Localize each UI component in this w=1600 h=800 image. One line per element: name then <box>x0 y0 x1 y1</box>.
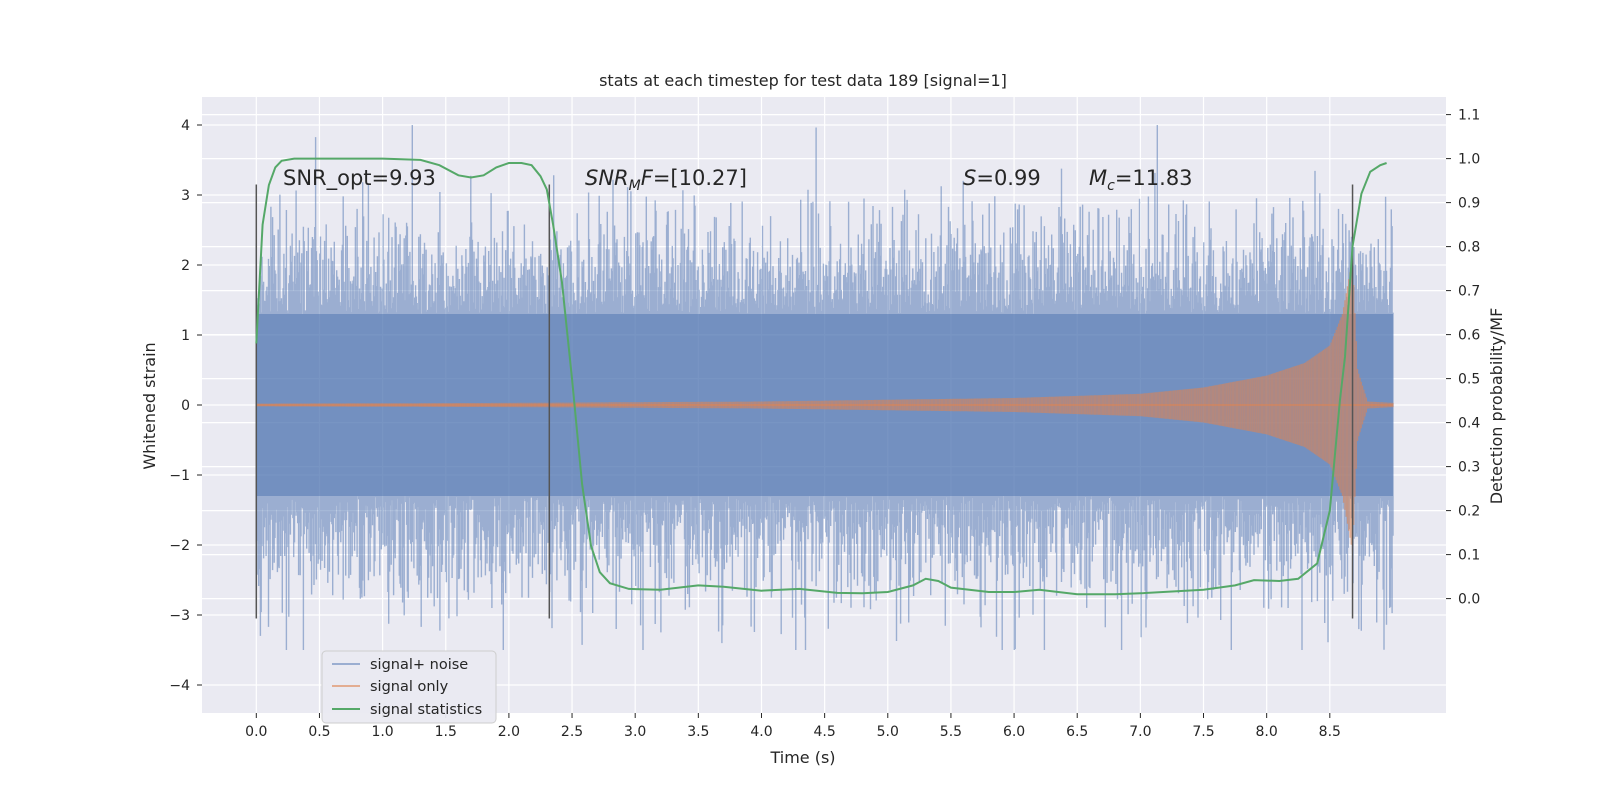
y-left-tick-label: 4 <box>181 118 190 134</box>
y-right-tick-label: 0.3 <box>1458 460 1480 476</box>
legend: signal+ noise signal only signal statist… <box>321 650 497 724</box>
y-left-tick-label: −4 <box>169 678 190 694</box>
x-tick-label: 7.5 <box>1192 724 1214 740</box>
y-right-tick-label: 0.8 <box>1458 240 1480 256</box>
x-tick-label: 6.0 <box>1003 724 1025 740</box>
y-left-tick-label: 2 <box>181 258 190 274</box>
y-right-tick-label: 0.6 <box>1458 328 1480 344</box>
y-right-tick-label: 0.1 <box>1458 548 1480 564</box>
legend-label-signal: signal only <box>370 679 449 695</box>
x-tick-label: 4.0 <box>750 724 772 740</box>
x-tick-label: 8.0 <box>1256 724 1278 740</box>
x-tick-label: 2.0 <box>498 724 520 740</box>
y-right-tick-label: 0.7 <box>1458 284 1480 300</box>
y-right-tick-label: 0.0 <box>1458 592 1480 608</box>
x-tick-label: 8.5 <box>1319 724 1341 740</box>
x-tick-label: 7.0 <box>1129 724 1151 740</box>
legend-label-stats: signal statistics <box>370 702 482 718</box>
annotation-snr-mf: SNRMF=[10.27] <box>585 166 747 194</box>
annotation-s: S=0.99 <box>963 166 1041 190</box>
y-left-tick-label: −3 <box>169 608 190 624</box>
x-axis-ticks: 0.0 0.5 1.0 1.5 2.0 2.5 3.0 3.5 4.0 4.5 5.0 5.5 6.0 6… <box>245 713 1341 740</box>
y-right-tick-label: 0.5 <box>1458 372 1480 388</box>
chart-title: stats at each timestep for test data 189… <box>599 71 1007 90</box>
y-left-tick-label: 3 <box>181 188 190 204</box>
x-tick-label: 5.5 <box>940 724 962 740</box>
x-tick-label: 6.5 <box>1066 724 1088 740</box>
x-tick-label: 1.0 <box>371 724 393 740</box>
y-right-tick-label: 1.1 <box>1458 108 1480 124</box>
y-left-tick-label: 0 <box>181 398 190 414</box>
y-left-tick-label: 1 <box>181 328 190 344</box>
y-axis-left-ticks: −4 −3 −2 −1 0 1 2 3 4 <box>169 118 202 694</box>
x-tick-label: 3.5 <box>687 724 709 740</box>
statistics-line <box>255 157 1387 596</box>
x-tick-label: 5.0 <box>877 724 899 740</box>
x-tick-label: 3.0 <box>624 724 646 740</box>
y-right-tick-label: 0.2 <box>1458 504 1480 520</box>
y-axis-right-label: Detection probability/MF <box>1487 308 1506 505</box>
x-tick-label: 0.5 <box>308 724 330 740</box>
x-axis-label: Time (s) <box>769 748 835 767</box>
y-axis-left-label: Whitened strain <box>140 342 159 469</box>
y-left-tick-label: −2 <box>169 538 190 554</box>
legend-box <box>321 650 497 724</box>
annotation-mc: Mc=11.83 <box>1089 166 1193 194</box>
x-tick-label: 2.5 <box>561 724 583 740</box>
x-tick-label: 4.5 <box>813 724 835 740</box>
y-axis-right-ticks: 0.0 0.1 0.2 0.3 0.4 0.5 0.6 0.7 0.8 0.9 1.0 1.1 <box>1446 108 1480 608</box>
y-right-tick-label: 1.0 <box>1458 152 1480 168</box>
y-right-tick-label: 0.4 <box>1458 416 1480 432</box>
series-signal-statistics <box>255 157 1387 596</box>
y-right-tick-label: 0.9 <box>1458 196 1480 212</box>
legend-label-noise: signal+ noise <box>370 657 468 673</box>
y-left-tick-label: −1 <box>169 468 190 484</box>
x-tick-label: 0.0 <box>245 724 267 740</box>
annotation-snr-opt: SNR_opt=9.93 <box>283 166 436 191</box>
x-tick-label: 1.5 <box>435 724 457 740</box>
